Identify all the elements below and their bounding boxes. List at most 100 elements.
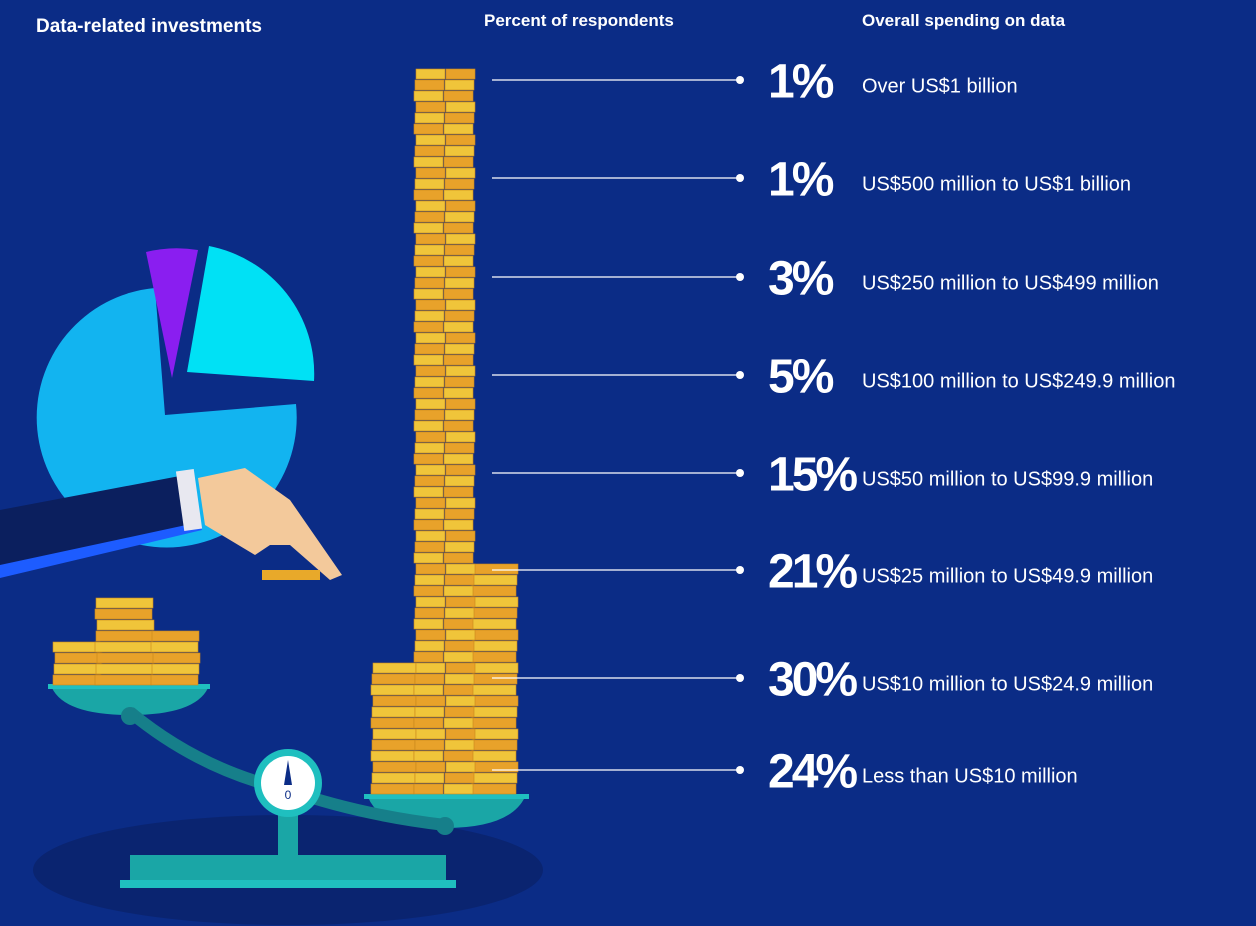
coin <box>473 597 518 607</box>
coin <box>414 223 443 233</box>
coin <box>414 619 443 629</box>
page: {"header": {"title": "Data-related inves… <box>0 0 1256 926</box>
coin <box>372 740 415 750</box>
coin <box>415 575 444 585</box>
coin <box>416 564 445 574</box>
coin <box>414 421 443 431</box>
coin <box>446 399 475 409</box>
coin <box>416 234 445 244</box>
coin <box>414 322 443 332</box>
coin <box>445 509 474 519</box>
coin <box>445 542 474 552</box>
coin <box>444 454 473 464</box>
coin <box>445 410 474 420</box>
coin <box>415 278 444 288</box>
coin <box>416 630 445 640</box>
coin <box>444 553 473 563</box>
coin <box>414 718 443 728</box>
coin <box>445 773 474 783</box>
coin <box>414 553 443 563</box>
coin <box>444 322 473 332</box>
coin <box>444 388 473 398</box>
base-foot <box>120 880 456 888</box>
coin <box>373 696 416 706</box>
coin <box>416 366 445 376</box>
coin <box>446 300 475 310</box>
coin <box>416 432 445 442</box>
coin <box>444 157 473 167</box>
coin <box>446 135 475 145</box>
coin <box>372 707 415 717</box>
coin <box>473 630 518 640</box>
coin <box>415 509 444 519</box>
coin <box>152 631 199 641</box>
coin <box>97 653 154 663</box>
coin <box>53 675 100 685</box>
coin <box>446 531 475 541</box>
coin <box>472 575 517 585</box>
coin <box>95 609 152 619</box>
coin <box>415 410 444 420</box>
spending-label: Over US$1 billion <box>862 75 1018 97</box>
coin <box>416 399 445 409</box>
coin <box>53 642 100 652</box>
coin <box>414 256 443 266</box>
coin <box>416 69 445 79</box>
coin <box>373 729 416 739</box>
coin <box>472 773 517 783</box>
pivot <box>436 817 454 835</box>
spending-label: US$10 million to US$24.9 million <box>862 673 1153 695</box>
percent: 21% <box>768 546 857 599</box>
pivot <box>121 707 139 725</box>
coin <box>152 664 199 674</box>
coin <box>96 631 153 641</box>
coin <box>95 675 152 685</box>
coin <box>414 520 443 530</box>
coin <box>415 377 444 387</box>
coin <box>416 267 445 277</box>
coin <box>416 729 445 739</box>
coin <box>415 476 444 486</box>
coin <box>54 664 101 674</box>
coin <box>445 278 474 288</box>
coin <box>446 630 475 640</box>
coin <box>373 663 416 673</box>
coin <box>446 696 475 706</box>
coin <box>415 641 444 651</box>
coin <box>446 729 475 739</box>
connector-dot <box>736 371 744 379</box>
spending-label: US$50 million to US$99.9 million <box>862 468 1153 490</box>
coin <box>415 146 444 156</box>
coin <box>445 641 474 651</box>
coin <box>415 212 444 222</box>
coin <box>373 762 416 772</box>
coin <box>444 685 473 695</box>
coin <box>445 674 474 684</box>
coin <box>446 201 475 211</box>
coin <box>473 663 518 673</box>
coin <box>414 652 443 662</box>
coin <box>446 597 475 607</box>
coin <box>471 751 516 761</box>
connector-dot <box>736 174 744 182</box>
pan-rim <box>364 794 529 799</box>
coin <box>416 102 445 112</box>
coin <box>414 91 443 101</box>
coin <box>414 355 443 365</box>
coin <box>414 124 443 134</box>
percent: 24% <box>768 746 857 799</box>
spending-label: US$25 million to US$49.9 million <box>862 565 1153 587</box>
coin <box>444 751 473 761</box>
coin <box>444 784 473 794</box>
coin <box>96 664 153 674</box>
spending-label: US$250 million to US$499 million <box>862 272 1159 294</box>
coin <box>471 718 516 728</box>
coin <box>415 707 444 717</box>
coin <box>414 751 443 761</box>
coin <box>444 421 473 431</box>
coin <box>416 135 445 145</box>
coin <box>445 575 474 585</box>
coin <box>414 289 443 299</box>
coin <box>262 570 320 580</box>
coin <box>372 674 415 684</box>
